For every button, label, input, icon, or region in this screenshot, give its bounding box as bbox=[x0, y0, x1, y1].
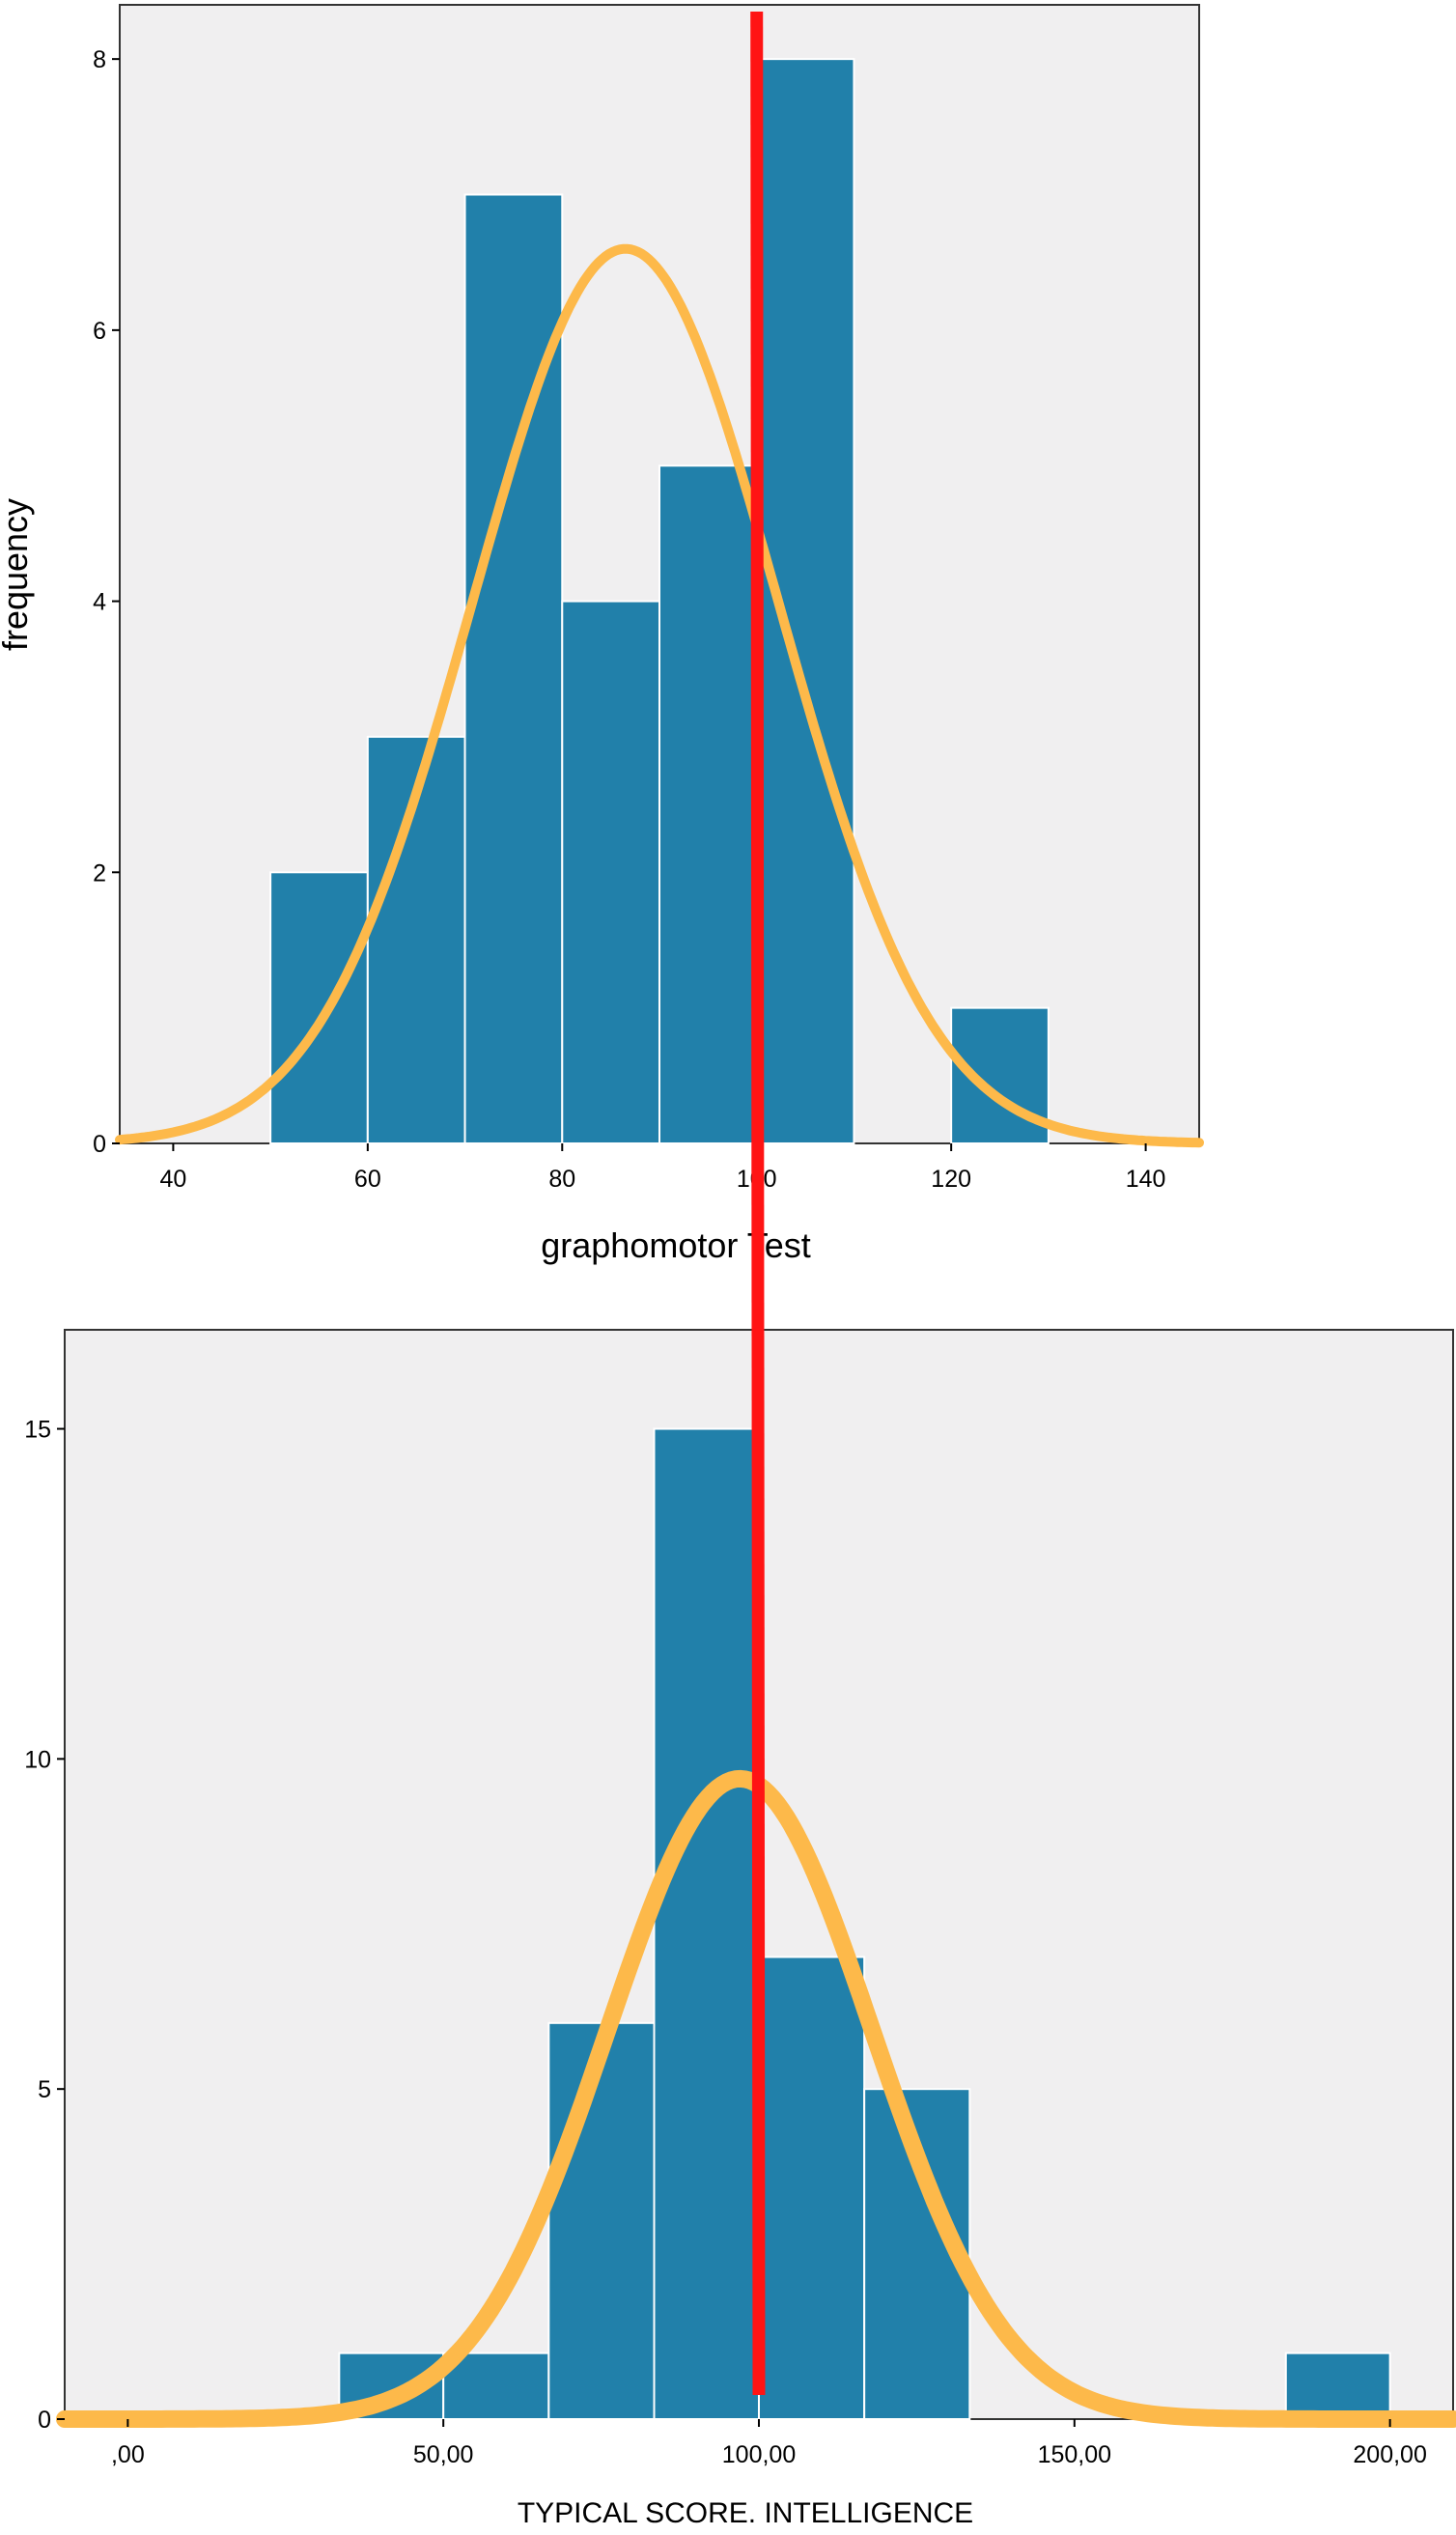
histogram-bar bbox=[463, 193, 564, 1144]
normal-curve bbox=[115, 243, 1204, 1148]
chart-typical-score-intelligence: 0 5 10 15 ,00 50,00 100,00 150,00 200,00 TYPICAL … bbox=[24, 1329, 1456, 2529]
y-tick-label: 8 bbox=[93, 46, 106, 73]
y-tick-label: 5 bbox=[38, 2076, 51, 2103]
y-tick-label: 0 bbox=[93, 1131, 106, 1158]
y-axis-title: frequency bbox=[0, 498, 35, 651]
histogram-bar bbox=[653, 1427, 760, 2420]
y-tick-label: 10 bbox=[24, 1746, 51, 1773]
x-tick-label: 60 bbox=[354, 1166, 381, 1193]
x-tick-label: ,00 bbox=[111, 2441, 145, 2468]
histogram-bar bbox=[547, 2021, 656, 2420]
x-tick-label: 40 bbox=[159, 1166, 186, 1193]
y-tick-label: 2 bbox=[93, 859, 106, 887]
y-tick-label: 4 bbox=[93, 589, 106, 616]
x-axis-title: graphomotor Test bbox=[541, 1225, 811, 1265]
histogram-bar bbox=[658, 465, 758, 1144]
histogram-bar bbox=[755, 58, 855, 1145]
x-tick-label: 50,00 bbox=[413, 2441, 474, 2468]
x-tick-label: 200,00 bbox=[1353, 2441, 1426, 2468]
reference-line-layer bbox=[750, 11, 766, 2396]
x-axis-title: TYPICAL SCORE. INTELLIGENCE bbox=[518, 2497, 973, 2529]
y-tick-label: 0 bbox=[38, 2407, 51, 2434]
y-tick-label: 15 bbox=[24, 1417, 51, 1444]
reference-line bbox=[750, 11, 766, 2396]
histogram-bar bbox=[561, 600, 661, 1144]
x-tick-label: 80 bbox=[548, 1166, 575, 1193]
x-tick-label: 140 bbox=[1126, 1166, 1166, 1193]
histogram-bar bbox=[269, 871, 369, 1144]
histogram-bar bbox=[442, 2352, 550, 2421]
x-tick-label: 100,00 bbox=[722, 2441, 796, 2468]
x-tick-label: 120 bbox=[931, 1166, 971, 1193]
x-tick-label: 150,00 bbox=[1038, 2441, 1111, 2468]
histogram-bar bbox=[758, 1956, 866, 2421]
chart-graphomotor-test: 02468406080100120140graphomotor Testfreq… bbox=[0, 4, 1204, 1265]
histogram-bar bbox=[1284, 2352, 1391, 2421]
y-tick-label: 6 bbox=[93, 318, 106, 345]
